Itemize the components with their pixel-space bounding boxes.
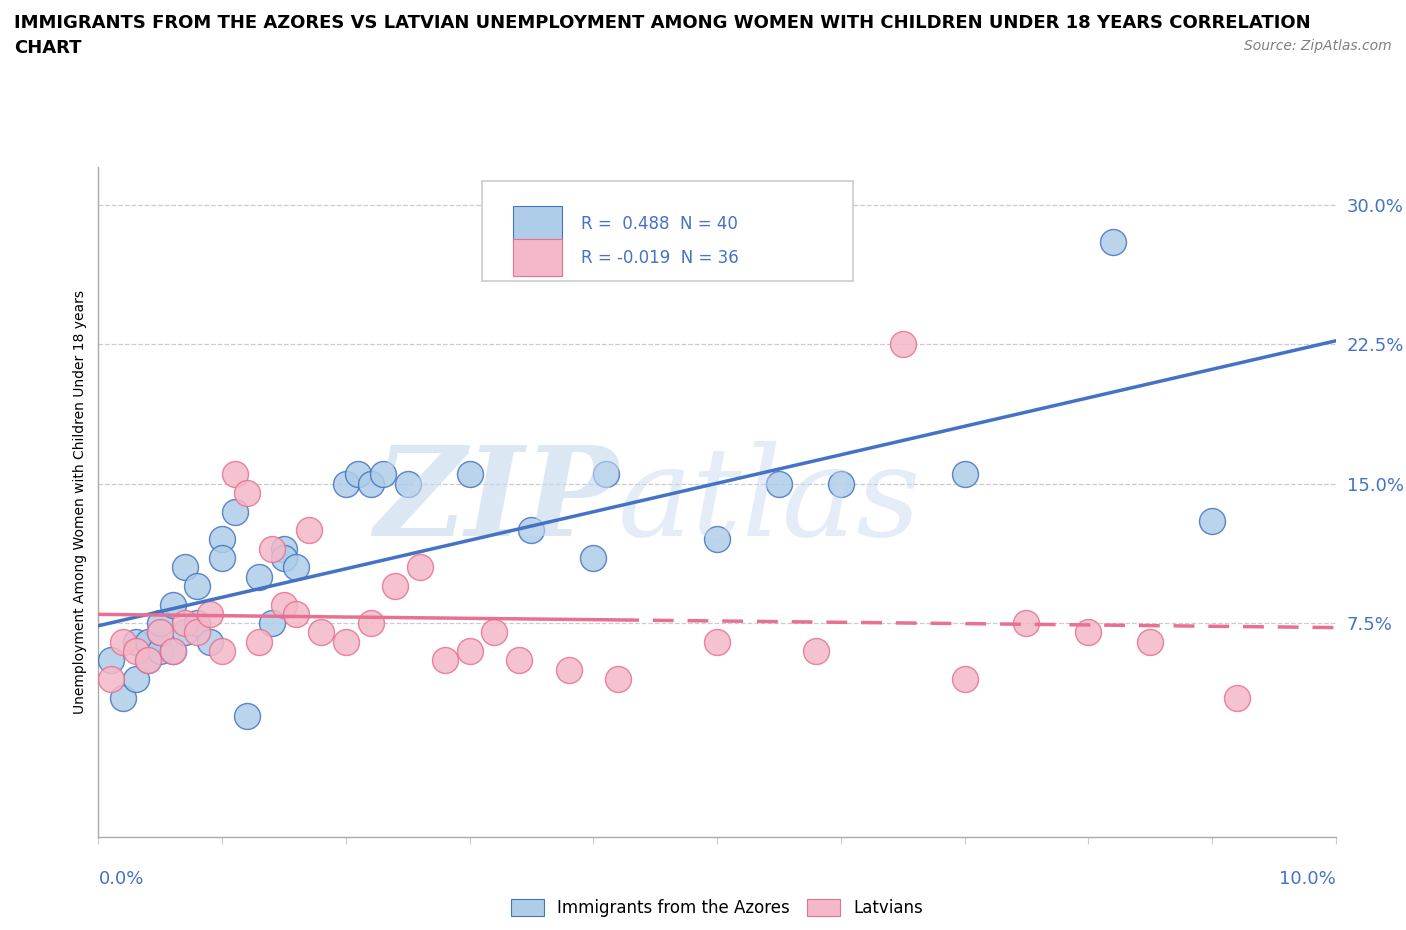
Text: Source: ZipAtlas.com: Source: ZipAtlas.com	[1244, 39, 1392, 53]
Point	[162, 597, 184, 612]
Point	[335, 476, 357, 491]
Point	[247, 634, 270, 649]
Point	[198, 634, 221, 649]
Point	[891, 337, 914, 352]
Point	[360, 476, 382, 491]
Bar	[513, 239, 562, 276]
Point	[247, 569, 270, 584]
Point	[273, 597, 295, 612]
Point	[1201, 513, 1223, 528]
Point	[309, 625, 332, 640]
Point	[224, 504, 246, 519]
Point	[1226, 690, 1249, 705]
Point	[174, 625, 197, 640]
Point	[508, 653, 530, 668]
Point	[198, 606, 221, 621]
Point	[136, 634, 159, 649]
Point	[100, 671, 122, 686]
Text: R =  0.488  N = 40: R = 0.488 N = 40	[581, 216, 738, 233]
Point	[953, 467, 976, 482]
Point	[136, 653, 159, 668]
FancyBboxPatch shape	[482, 180, 853, 281]
Point	[830, 476, 852, 491]
Point	[236, 709, 259, 724]
Point	[186, 616, 208, 631]
Point	[136, 653, 159, 668]
Point	[149, 625, 172, 640]
Point	[124, 671, 146, 686]
Point	[396, 476, 419, 491]
Text: IMMIGRANTS FROM THE AZORES VS LATVIAN UNEMPLOYMENT AMONG WOMEN WITH CHILDREN UND: IMMIGRANTS FROM THE AZORES VS LATVIAN UN…	[14, 14, 1310, 32]
Point	[112, 690, 135, 705]
Point	[260, 616, 283, 631]
Point	[124, 634, 146, 649]
Point	[557, 662, 579, 677]
Text: R = -0.019  N = 36: R = -0.019 N = 36	[581, 249, 738, 267]
Point	[804, 644, 827, 658]
Point	[174, 560, 197, 575]
Point	[186, 578, 208, 593]
Point	[520, 523, 543, 538]
Point	[285, 606, 308, 621]
Point	[595, 467, 617, 482]
Text: 0.0%: 0.0%	[98, 870, 143, 887]
Point	[371, 467, 394, 482]
Point	[1077, 625, 1099, 640]
Point	[162, 644, 184, 658]
Point	[211, 644, 233, 658]
Point	[607, 671, 630, 686]
Point	[162, 644, 184, 658]
Point	[149, 625, 172, 640]
Point	[458, 467, 481, 482]
Point	[384, 578, 406, 593]
Point	[236, 485, 259, 500]
Point	[273, 551, 295, 565]
Text: 10.0%: 10.0%	[1279, 870, 1336, 887]
Point	[224, 467, 246, 482]
Legend: Immigrants from the Azores, Latvians: Immigrants from the Azores, Latvians	[505, 893, 929, 924]
Point	[211, 551, 233, 565]
Point	[768, 476, 790, 491]
Y-axis label: Unemployment Among Women with Children Under 18 years: Unemployment Among Women with Children U…	[73, 290, 87, 714]
Text: CHART: CHART	[14, 39, 82, 57]
Point	[347, 467, 370, 482]
Point	[285, 560, 308, 575]
Point	[484, 625, 506, 640]
Point	[273, 541, 295, 556]
Text: atlas: atlas	[619, 442, 921, 563]
Bar	[513, 206, 562, 243]
Point	[1139, 634, 1161, 649]
Point	[174, 616, 197, 631]
Point	[100, 653, 122, 668]
Point	[953, 671, 976, 686]
Point	[112, 634, 135, 649]
Point	[458, 644, 481, 658]
Point	[582, 551, 605, 565]
Text: ZIP: ZIP	[374, 442, 619, 563]
Point	[409, 560, 432, 575]
Point	[433, 653, 456, 668]
Point	[706, 532, 728, 547]
Point	[1102, 234, 1125, 249]
Point	[124, 644, 146, 658]
Point	[186, 625, 208, 640]
Point	[149, 644, 172, 658]
Point	[1015, 616, 1038, 631]
Point	[360, 616, 382, 631]
Point	[335, 634, 357, 649]
Point	[260, 541, 283, 556]
Point	[149, 616, 172, 631]
Point	[211, 532, 233, 547]
Point	[298, 523, 321, 538]
Point	[706, 634, 728, 649]
